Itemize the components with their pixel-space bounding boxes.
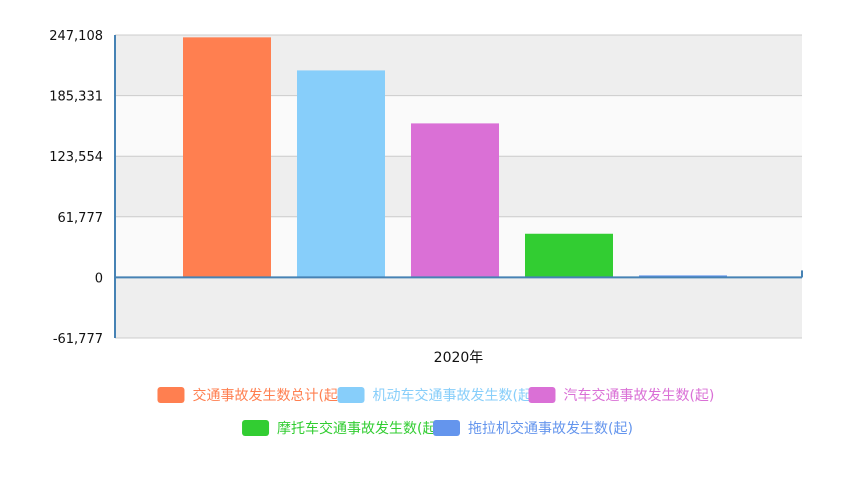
bar[interactable] bbox=[183, 37, 271, 278]
legend[interactable]: 交通事故发生数总计(起) 机动车交通事故发生数(起) 汽车交通事故发生数(起) 摩托车… bbox=[157, 387, 714, 437]
plot-band bbox=[115, 277, 802, 338]
legend-swatch bbox=[433, 420, 460, 436]
legend-item[interactable]: 拖拉机交通事故发生数(起) bbox=[433, 420, 633, 437]
legend-label: 机动车交通事故发生数(起) bbox=[373, 387, 538, 404]
legend-label: 拖拉机交通事故发生数(起) bbox=[468, 420, 633, 437]
legend-swatch bbox=[242, 420, 270, 436]
axes bbox=[114, 35, 803, 338]
x-tick-label: 2020年 bbox=[434, 350, 484, 366]
x-tick-labels: 2020年 bbox=[434, 350, 484, 366]
y-tick-label: 61,777 bbox=[58, 211, 104, 226]
legend-item[interactable]: 交通事故发生数总计(起) bbox=[157, 387, 343, 404]
legend-swatch bbox=[157, 387, 185, 403]
legend-label: 交通事故发生数总计(起) bbox=[192, 387, 343, 404]
y-tick-label: 247,108 bbox=[49, 29, 103, 44]
bar[interactable] bbox=[525, 233, 613, 278]
legend-swatch bbox=[337, 387, 365, 403]
y-tick-label: -61,777 bbox=[53, 332, 103, 347]
legend-item[interactable]: 汽车交通事故发生数(起) bbox=[528, 387, 714, 404]
bar[interactable] bbox=[411, 123, 499, 278]
legend-label: 汽车交通事故发生数(起) bbox=[563, 387, 714, 404]
y-tick-label: 185,331 bbox=[49, 90, 103, 105]
y-tick-label: 0 bbox=[95, 271, 103, 286]
legend-label: 摩托车交通事故发生数(起) bbox=[277, 420, 442, 437]
bar[interactable] bbox=[297, 70, 385, 278]
legend-item[interactable]: 机动车交通事故发生数(起) bbox=[337, 387, 538, 404]
y-tick-label: 123,554 bbox=[49, 150, 103, 165]
legend-swatch bbox=[528, 387, 556, 403]
y-tick-labels: -61,777 0 61,777 123,554 185,331 247,108 bbox=[49, 29, 103, 347]
bars bbox=[183, 37, 727, 278]
legend-item[interactable]: 摩托车交通事故发生数(起) bbox=[242, 420, 442, 437]
